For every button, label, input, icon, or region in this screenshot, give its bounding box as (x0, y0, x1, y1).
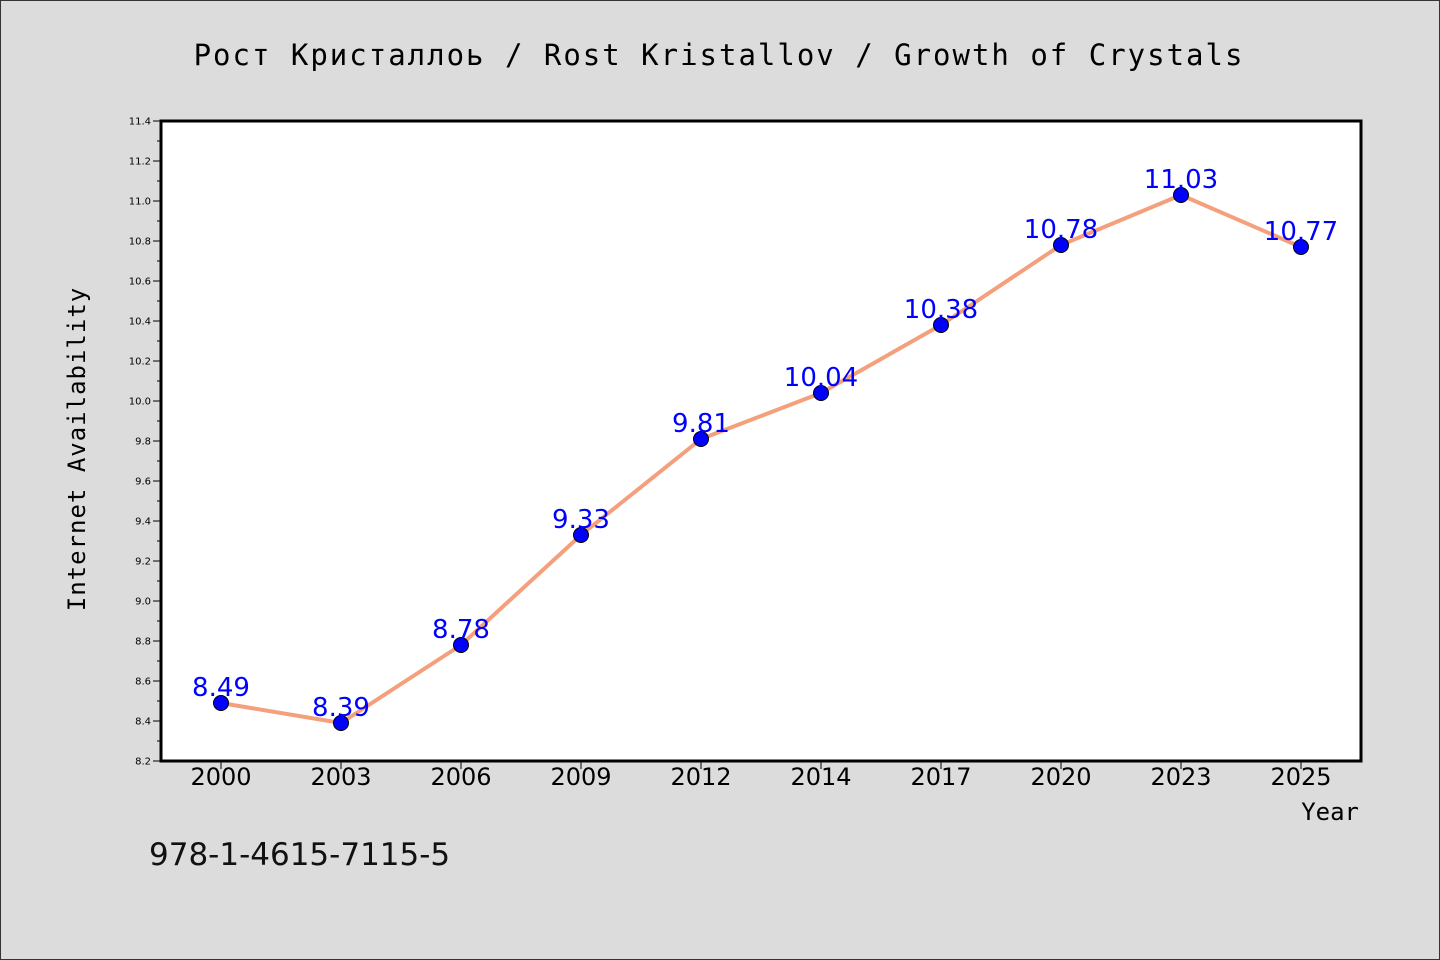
y-axis-ticks: 8.2 8.4 8.6 8.8 9.0 9.2 9.4 9.6 9.8 10.0 10.2 10.4 1… (129, 117, 161, 768)
data-point (813, 385, 829, 401)
x-tick-label: 2012 (670, 763, 731, 791)
data-label: 8.78 (432, 615, 490, 645)
data-label: 9.33 (552, 505, 610, 535)
data-point (453, 637, 469, 653)
y-tick-label: 10.8 (129, 237, 151, 248)
data-point (333, 715, 349, 731)
data-point (1053, 237, 1069, 253)
y-tick-label: 11.0 (129, 197, 151, 208)
y-tick-label: 8.4 (135, 717, 151, 728)
y-tick-label: 9.2 (135, 557, 151, 568)
data-point (933, 317, 949, 333)
data-label: 11.03 (1144, 165, 1218, 195)
chart-title: Рост Кристаллоь / Rost Kristallov / Grow… (194, 38, 1245, 72)
data-point (693, 431, 709, 447)
y-tick-label: 8.2 (135, 757, 151, 768)
x-tick-label: 2020 (1030, 763, 1091, 791)
y-tick-label: 9.4 (135, 517, 151, 528)
y-tick-label: 10.6 (129, 277, 151, 288)
y-tick-label: 9.6 (135, 477, 151, 488)
data-label: 10.77 (1264, 217, 1338, 247)
data-point (1173, 187, 1189, 203)
data-label: 8.49 (192, 673, 250, 703)
x-tick-label: 2003 (310, 763, 371, 791)
x-tick-label: 2017 (910, 763, 971, 791)
y-tick-label: 9.8 (135, 437, 151, 448)
data-label: 10.38 (904, 295, 978, 325)
x-axis-ticks: 2000 2003 2006 2009 2012 2014 2017 2020 2023 2025 (190, 761, 1332, 791)
y-axis-label: Internet Availability (63, 287, 91, 611)
y-tick-label: 10.2 (129, 357, 151, 368)
data-point (213, 695, 229, 711)
y-tick-label: 10.0 (129, 397, 151, 408)
data-point (1293, 239, 1309, 255)
x-tick-label: 2000 (190, 763, 251, 791)
y-tick-label: 9.0 (135, 597, 151, 608)
data-point (573, 527, 589, 543)
isbn-annotation: 978-1-4615-7115-5 (149, 837, 450, 873)
x-tick-label: 2009 (550, 763, 611, 791)
x-tick-label: 2025 (1270, 763, 1331, 791)
y-tick-label: 11.4 (129, 117, 151, 128)
data-label: 8.39 (312, 693, 370, 723)
y-tick-label: 8.6 (135, 677, 151, 688)
data-label: 10.04 (784, 363, 858, 393)
y-tick-label: 11.2 (129, 157, 151, 168)
data-label: 10.78 (1024, 215, 1098, 245)
data-label: 9.81 (672, 409, 730, 439)
x-axis-label: Year (1301, 798, 1359, 826)
x-tick-label: 2006 (430, 763, 491, 791)
x-tick-label: 2023 (1150, 763, 1211, 791)
y-tick-label: 10.4 (129, 317, 151, 328)
plot-frame (159, 119, 1363, 763)
series-line (219, 193, 1303, 725)
x-tick-label: 2014 (790, 763, 851, 791)
series-group: 8.49 8.39 8.78 9.33 9.81 10.04 10.38 10.78 11.03… (192, 165, 1338, 731)
y-tick-label: 8.8 (135, 637, 151, 648)
plot-area (161, 121, 1361, 761)
